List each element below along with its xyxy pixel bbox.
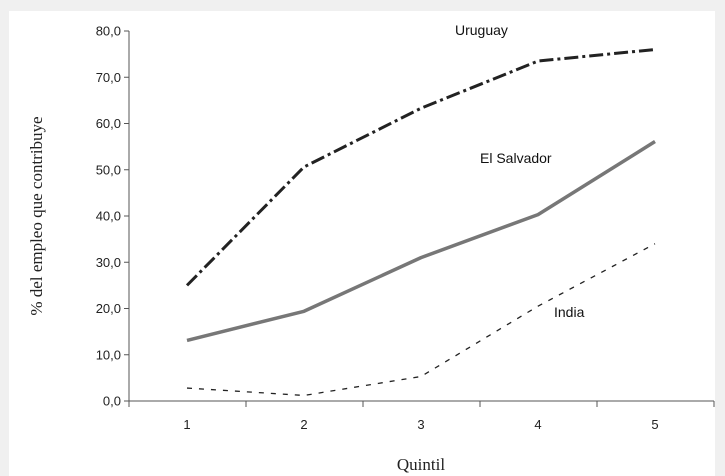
series-label-india: India <box>554 304 585 320</box>
y-tick-label: 50,0 <box>96 162 121 177</box>
y-tick-label: 40,0 <box>96 209 121 224</box>
y-tick-label: 70,0 <box>96 70 121 85</box>
series-lines <box>185 48 656 397</box>
series-line-uruguay <box>185 48 656 287</box>
y-tick-label: 0,0 <box>103 394 121 409</box>
y-axis-title: % del empleo que contribuye <box>27 116 46 315</box>
series-label-uruguay: Uruguay <box>455 22 508 38</box>
x-tick-label: 2 <box>300 417 307 432</box>
y-tick-label: 20,0 <box>96 301 121 316</box>
x-tick-label: 5 <box>651 417 658 432</box>
y-tick-label: 30,0 <box>96 255 121 270</box>
y-tick-label: 10,0 <box>96 347 121 362</box>
series-labels: Uruguay El Salvador India <box>455 22 585 320</box>
series-line-el-salvador <box>186 140 656 343</box>
x-tick-label: 3 <box>417 417 424 432</box>
y-tick-label: 80,0 <box>96 24 121 39</box>
x-tick-label: 4 <box>534 417 541 432</box>
x-tick-label: 1 <box>183 417 190 432</box>
y-ticks: 0,0 10,0 20,0 30,0 40,0 50,0 60,0 70,0 80,0 <box>96 24 129 409</box>
series-line-india <box>186 243 656 397</box>
chart-frame: 0,0 10,0 20,0 30,0 40,0 50,0 60,0 70,0 80,0 1 2 3 4… <box>9 11 715 476</box>
x-axis-title: Quintil <box>397 455 445 474</box>
y-tick-label: 60,0 <box>96 116 121 131</box>
series-label-el-salvador: El Salvador <box>480 150 552 166</box>
axes <box>128 31 714 402</box>
x-ticks: 1 2 3 4 5 <box>128 401 715 432</box>
line-chart: 0,0 10,0 20,0 30,0 40,0 50,0 60,0 70,0 80,0 1 2 3 4… <box>27 22 715 474</box>
